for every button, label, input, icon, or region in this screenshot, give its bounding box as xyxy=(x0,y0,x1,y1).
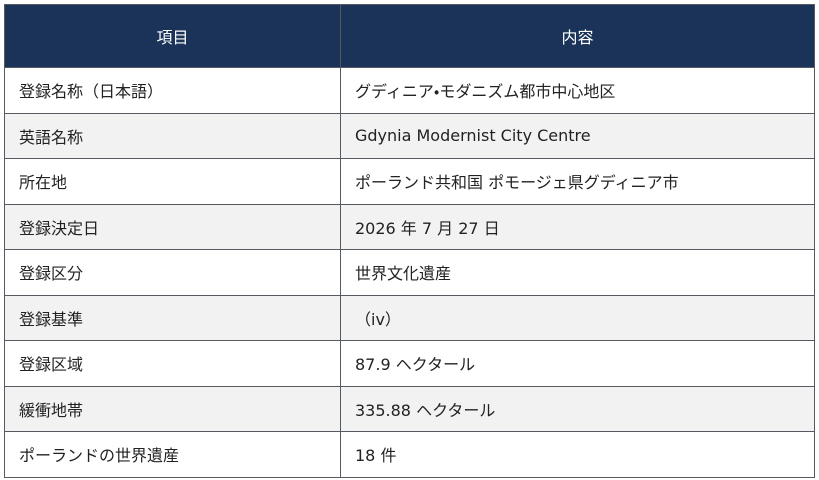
table-row: 登録決定日 2026 年 7 月 27 日 xyxy=(4,203,815,250)
table-head: 項目 内容 xyxy=(4,4,815,68)
content-cell: 335.88 ヘクタール xyxy=(340,385,815,432)
item-cell: ポーランドの世界遺産 xyxy=(4,431,341,478)
content-cell: 87.9 ヘクタール xyxy=(340,340,815,387)
item-cell: 登録区分 xyxy=(4,249,341,296)
item-cell: 登録区域 xyxy=(4,340,341,387)
item-cell: 英語名称 xyxy=(4,112,341,159)
header-cell: 項目 xyxy=(4,4,341,68)
content-cell: Gdynia Modernist City Centre xyxy=(340,112,815,159)
table-container: 項目 内容 登録名称（日本語） グディニア・モダニズム都市中心地区 英語名称 Gdyn… xyxy=(4,4,815,478)
table-row: 所在地 ポーランド共和国 ポモージェ県グディニア市 xyxy=(4,158,815,205)
table-row: 英語名称 Gdynia Modernist City Centre xyxy=(4,112,815,159)
item-cell: 登録決定日 xyxy=(4,203,341,250)
content-cell: 世界文化遺産 xyxy=(340,249,815,296)
table-row: 登録区分 世界文化遺産 xyxy=(4,249,815,296)
item-cell: 登録名称（日本語） xyxy=(4,67,341,114)
table-row: 登録名称（日本語） グディニア・モダニズム都市中心地区 xyxy=(4,67,815,114)
table-row: ポーランドの世界遺産 18 件 xyxy=(4,431,815,478)
table-row: 登録基準 （iv） xyxy=(4,294,815,341)
table-row: 登録区域 87.9 ヘクタール xyxy=(4,340,815,387)
table-row: 緩衝地帯 335.88 ヘクタール xyxy=(4,385,815,432)
info-table: 項目 内容 登録名称（日本語） グディニア・モダニズム都市中心地区 英語名称 Gdyn… xyxy=(4,4,815,478)
table-body: 登録名称（日本語） グディニア・モダニズム都市中心地区 英語名称 Gdynia Mod… xyxy=(4,67,815,478)
item-cell: 所在地 xyxy=(4,158,341,205)
item-cell: 登録基準 xyxy=(4,294,341,341)
content-cell: グディニア・モダニズム都市中心地区 xyxy=(340,67,815,114)
header-cell: 内容 xyxy=(340,4,815,68)
content-cell: ポーランド共和国 ポモージェ県グディニア市 xyxy=(340,158,815,205)
content-cell: （iv） xyxy=(340,294,815,341)
item-cell: 緩衝地帯 xyxy=(4,385,341,432)
content-cell: 18 件 xyxy=(340,431,815,478)
header-row: 項目 内容 xyxy=(4,4,815,68)
content-cell: 2026 年 7 月 27 日 xyxy=(340,203,815,250)
